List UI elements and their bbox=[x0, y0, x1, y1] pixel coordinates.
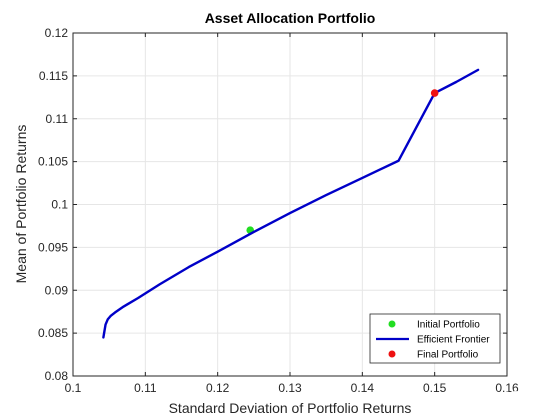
plot-area bbox=[102, 68, 480, 339]
efficient-frontier-line bbox=[102, 68, 480, 339]
y-tick-label: 0.09 bbox=[45, 283, 69, 297]
chart-title: Asset Allocation Portfolio bbox=[205, 10, 376, 26]
y-tick-label: 0.105 bbox=[38, 155, 68, 169]
legend-final-marker bbox=[388, 350, 396, 358]
watermark: 知乎 @吃小羊 bbox=[470, 389, 552, 405]
x-tick-label: 0.11 bbox=[134, 381, 157, 395]
x-axis-ticks: 0.1 0.11 0.12 0.13 0.14 0.15 0.16 bbox=[65, 33, 519, 395]
legend-frontier-label: Efficient Frontier bbox=[417, 335, 490, 346]
y-tick-label: 0.085 bbox=[38, 326, 68, 340]
y-tick-label: 0.115 bbox=[39, 69, 68, 83]
y-tick-label: 0.12 bbox=[45, 26, 69, 40]
y-tick-label: 0.08 bbox=[45, 369, 69, 383]
legend-initial-label: Initial Portfolio bbox=[417, 320, 480, 331]
legend-initial-marker bbox=[388, 320, 396, 328]
x-tick-label: 0.13 bbox=[278, 381, 302, 395]
y-axis-label: Mean of Portfolio Returns bbox=[13, 125, 29, 284]
y-tick-label: 0.095 bbox=[38, 240, 68, 254]
x-tick-label: 0.16 bbox=[495, 381, 519, 395]
legend: Initial Portfolio Efficient Frontier Fin… bbox=[369, 313, 501, 364]
y-tick-label: 0.1 bbox=[51, 198, 68, 212]
y-tick-label: 0.11 bbox=[46, 112, 69, 126]
final-portfolio-point bbox=[430, 89, 439, 97]
x-axis-label: Standard Deviation of Portfolio Returns bbox=[169, 400, 412, 416]
y-axis-ticks: 0.08 0.085 0.09 0.095 0.1 0.105 0.11 0.115 0.12 bbox=[38, 26, 507, 383]
x-tick-label: 0.1 bbox=[65, 381, 82, 395]
x-tick-label: 0.14 bbox=[351, 381, 375, 395]
legend-final-label: Final Portfolio bbox=[417, 350, 479, 361]
x-tick-label: 0.15 bbox=[423, 381, 447, 395]
x-tick-label: 0.12 bbox=[206, 381, 230, 395]
